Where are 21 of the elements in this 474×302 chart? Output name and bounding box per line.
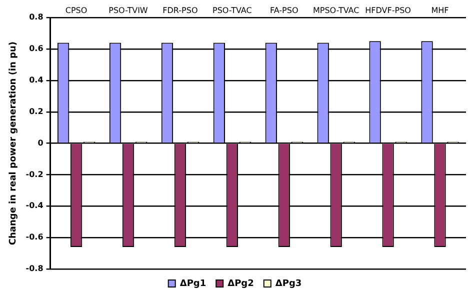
y-tick-label: -0.4 [26,201,44,210]
y-tick-label: 0.4 [29,76,44,85]
x-tick-label: HFDVF-PSO [365,6,411,15]
x-tick-label: PSO-TVAC [212,6,252,15]
x-tick-label: FA-PSO [270,6,298,15]
legend-label: ΔPg3 [275,278,302,289]
legend-label: ΔPg2 [228,278,254,289]
y-tick-label: -0.6 [26,232,44,242]
y-tick-label: 0.8 [29,12,44,22]
legend-label: ΔPg1 [180,278,206,289]
x-tick-label: MPSO-TVAC [312,6,360,15]
x-tick-label: PSO-TVIW [108,6,148,15]
x-tick-label: CPSO [65,6,88,15]
x-tick-label: FDR-PSO [162,6,198,15]
y-tick-label: -0.2 [26,170,44,179]
y-tick-label: 0 [38,138,44,148]
y-tick-label: 0.2 [29,106,44,116]
y-axis-title: Change in real power generation (in pu) [8,41,19,246]
x-tick-label: MHF [431,6,450,15]
y-tick-label: -0.8 [26,264,44,274]
y-tick-label: 0.6 [29,44,44,54]
